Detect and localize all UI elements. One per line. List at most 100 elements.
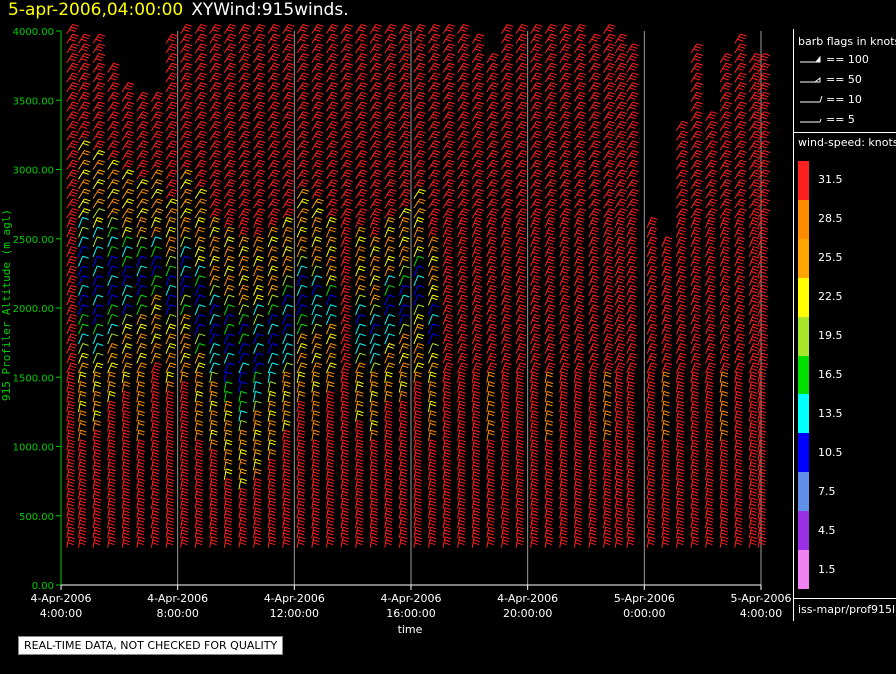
wind-barb — [603, 216, 614, 228]
wind-barb — [573, 400, 583, 412]
wind-barb — [253, 246, 264, 257]
wind-barb — [165, 140, 178, 151]
wind-barb — [413, 255, 425, 267]
wind-barb — [675, 265, 687, 277]
wind-barb — [748, 255, 760, 267]
wind-barb — [223, 429, 233, 442]
wind-barb — [282, 140, 295, 151]
wind-barb — [442, 72, 456, 83]
wind-barb — [194, 294, 206, 306]
wind-barb — [150, 516, 160, 529]
wind-barb — [603, 304, 614, 316]
wind-barb — [626, 419, 635, 432]
wind-barb — [626, 294, 638, 306]
wind-barb — [384, 62, 397, 73]
wind-barb — [500, 497, 510, 509]
wind-barb — [719, 516, 729, 529]
wind-barb — [661, 390, 670, 403]
wind-barb — [428, 468, 437, 480]
wind-barb — [515, 516, 525, 529]
wind-barb — [515, 53, 528, 64]
wind-barb — [355, 150, 368, 161]
wind-barb — [325, 390, 335, 403]
wind-barb — [719, 478, 729, 490]
wind-barb — [603, 53, 616, 64]
wind-barb — [690, 294, 702, 306]
wind-barb — [311, 410, 320, 422]
wind-barb — [355, 352, 366, 364]
wind-barb — [442, 82, 456, 93]
wind-barb — [340, 43, 353, 54]
wind-barb — [500, 343, 512, 354]
wind-barb — [355, 72, 368, 83]
wind-barb — [500, 208, 514, 219]
wind-barb — [384, 246, 396, 257]
wind-barb — [530, 72, 543, 83]
wind-barb — [690, 371, 700, 383]
wind-barb — [559, 381, 568, 393]
wind-barb — [588, 343, 600, 354]
wind-barb — [78, 169, 91, 180]
wind-barb — [136, 265, 148, 277]
quality-note: REAL-TIME DATA, NOT CHECKED FOR QUALITY — [18, 636, 284, 655]
wind-barb — [573, 313, 585, 325]
wind-barb — [719, 371, 729, 383]
wind-barb — [748, 53, 762, 64]
wind-barb — [471, 246, 483, 257]
wind-barb — [500, 458, 510, 471]
wind-barb — [705, 304, 716, 316]
wind-barb — [428, 294, 439, 306]
wind-barb — [194, 323, 206, 335]
wind-barb — [150, 275, 162, 287]
wind-barb — [209, 400, 218, 412]
wind-barb — [150, 458, 160, 471]
wind-barb — [238, 400, 247, 412]
wind-barb — [340, 169, 353, 180]
wind-barb — [194, 313, 206, 325]
wind-barb — [573, 371, 583, 383]
wind-barb — [559, 478, 568, 490]
wind-barb — [588, 294, 600, 306]
wind-barb — [296, 101, 310, 112]
wind-barb — [559, 275, 571, 287]
wind-barb — [150, 304, 162, 316]
wind-barb — [282, 111, 295, 122]
wind-barb — [588, 478, 597, 490]
wind-barb — [471, 497, 481, 509]
wind-barb — [471, 216, 483, 228]
wind-barb — [180, 188, 193, 199]
wind-barb — [719, 458, 729, 471]
wind-barb — [626, 140, 639, 151]
wind-barb — [675, 140, 689, 151]
wind-barb — [180, 72, 193, 83]
wind-barb — [530, 62, 543, 73]
wind-barb — [66, 246, 78, 257]
wind-barb — [296, 53, 310, 64]
wind-barb — [66, 390, 75, 403]
wind-barb — [136, 226, 148, 238]
wind-barb — [705, 236, 716, 248]
wind-barb — [340, 294, 352, 306]
wind-barb — [296, 381, 306, 393]
wind-barb — [588, 516, 597, 529]
wind-barb — [267, 468, 277, 480]
wind-barb — [515, 362, 527, 374]
wind-barb — [165, 101, 178, 112]
wind-barb — [428, 352, 439, 364]
wind-barb — [588, 487, 597, 500]
wind-barb — [559, 526, 568, 538]
wind-barb — [150, 226, 162, 238]
wind-barb — [92, 516, 102, 529]
wind-barb — [355, 536, 364, 548]
wind-barb — [646, 323, 658, 335]
wind-barb — [428, 449, 437, 461]
wind-barb — [296, 33, 310, 44]
wind-barb — [267, 246, 279, 257]
wind-barb — [719, 275, 731, 287]
wind-barb — [500, 313, 512, 325]
wind-barb — [180, 275, 191, 287]
wind-barb — [325, 91, 339, 102]
wind-barb — [150, 101, 164, 112]
wind-barb — [78, 33, 91, 44]
wind-barb — [150, 400, 160, 412]
